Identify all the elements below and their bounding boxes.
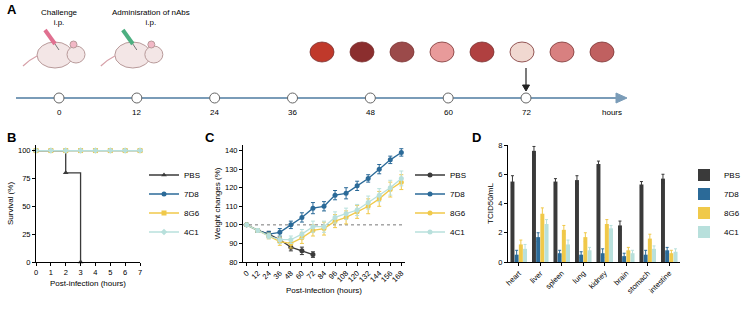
- svg-text:48: 48: [283, 269, 295, 281]
- svg-text:4C1: 4C1: [184, 228, 199, 237]
- svg-text:8: 8: [498, 141, 502, 150]
- svg-text:Survival (%): Survival (%): [6, 182, 15, 225]
- svg-text:Weight changes (%): Weight changes (%): [213, 167, 222, 239]
- svg-text:C: C: [205, 130, 215, 145]
- svg-text:36: 36: [288, 108, 297, 117]
- svg-text:36: 36: [272, 269, 284, 281]
- svg-text:Adminisration of nAbsi.p.: Adminisration of nAbsi.p.: [112, 8, 190, 27]
- svg-text:intestine: intestine: [647, 269, 673, 295]
- svg-text:100: 100: [225, 220, 238, 229]
- svg-text:PBS: PBS: [184, 171, 200, 180]
- svg-text:8G6: 8G6: [184, 209, 200, 218]
- svg-text:168: 168: [390, 269, 405, 284]
- svg-text:liver: liver: [528, 269, 544, 285]
- svg-text:60: 60: [294, 269, 306, 281]
- svg-text:110: 110: [226, 202, 238, 211]
- svg-text:75: 75: [22, 174, 30, 183]
- svg-text:144: 144: [368, 269, 383, 284]
- svg-text:12: 12: [250, 269, 262, 281]
- svg-text:7D8: 7D8: [450, 190, 465, 199]
- svg-text:stomach: stomach: [625, 269, 651, 295]
- svg-text:PBS: PBS: [450, 171, 466, 180]
- svg-text:TCID50/mL: TCID50/mL: [486, 183, 495, 224]
- svg-text:25: 25: [22, 230, 30, 239]
- svg-text:B: B: [7, 130, 16, 145]
- svg-text:0: 0: [241, 269, 250, 278]
- svg-text:hours: hours: [602, 108, 622, 117]
- svg-text:132: 132: [357, 269, 372, 284]
- svg-text:50: 50: [22, 202, 30, 211]
- svg-text:120: 120: [346, 269, 361, 284]
- svg-text:heart: heart: [504, 268, 523, 287]
- svg-text:0: 0: [57, 108, 62, 117]
- svg-text:A: A: [7, 2, 17, 17]
- svg-text:7D8: 7D8: [184, 190, 199, 199]
- svg-text:spleen: spleen: [544, 269, 566, 291]
- svg-text:7D8: 7D8: [724, 190, 739, 199]
- svg-text:2: 2: [64, 268, 68, 277]
- svg-text:1: 1: [49, 268, 53, 277]
- svg-text:0: 0: [26, 258, 30, 267]
- svg-text:6: 6: [498, 170, 502, 179]
- svg-text:72: 72: [305, 269, 317, 281]
- svg-text:Post-infection (hours): Post-infection (hours): [286, 286, 362, 295]
- svg-text:PBS: PBS: [724, 171, 740, 180]
- svg-text:7: 7: [138, 268, 142, 277]
- svg-text:3: 3: [78, 268, 82, 277]
- svg-text:6: 6: [123, 268, 127, 277]
- svg-text:0: 0: [498, 258, 502, 267]
- svg-text:4: 4: [498, 199, 502, 208]
- svg-text:12: 12: [132, 108, 141, 117]
- svg-text:5: 5: [108, 268, 112, 277]
- svg-text:lung: lung: [571, 269, 587, 285]
- svg-text:8G6: 8G6: [450, 209, 466, 218]
- svg-text:130: 130: [225, 165, 238, 174]
- svg-text:Challengei.p.: Challengei.p.: [41, 8, 78, 27]
- svg-text:90: 90: [229, 239, 237, 248]
- svg-text:brain: brain: [612, 269, 630, 287]
- svg-text:48: 48: [366, 108, 375, 117]
- svg-text:kidney: kidney: [587, 269, 609, 291]
- svg-text:108: 108: [335, 269, 350, 284]
- svg-text:84: 84: [316, 269, 328, 281]
- svg-text:120: 120: [225, 183, 238, 192]
- svg-text:100: 100: [18, 146, 31, 155]
- svg-text:24: 24: [210, 108, 219, 117]
- svg-text:72: 72: [522, 108, 531, 117]
- svg-text:60: 60: [444, 108, 453, 117]
- svg-text:Post-infection (hours): Post-infection (hours): [50, 279, 126, 288]
- svg-text:0: 0: [34, 268, 38, 277]
- svg-text:4C1: 4C1: [724, 228, 739, 237]
- svg-text:80: 80: [229, 258, 237, 267]
- svg-text:8G6: 8G6: [724, 209, 740, 218]
- svg-text:4C1: 4C1: [450, 228, 465, 237]
- svg-text:156: 156: [379, 269, 394, 284]
- svg-text:4: 4: [93, 268, 97, 277]
- svg-text:140: 140: [225, 146, 238, 155]
- svg-text:2: 2: [498, 228, 502, 237]
- svg-text:96: 96: [327, 269, 339, 281]
- svg-text:24: 24: [261, 269, 273, 281]
- svg-text:D: D: [472, 130, 481, 145]
